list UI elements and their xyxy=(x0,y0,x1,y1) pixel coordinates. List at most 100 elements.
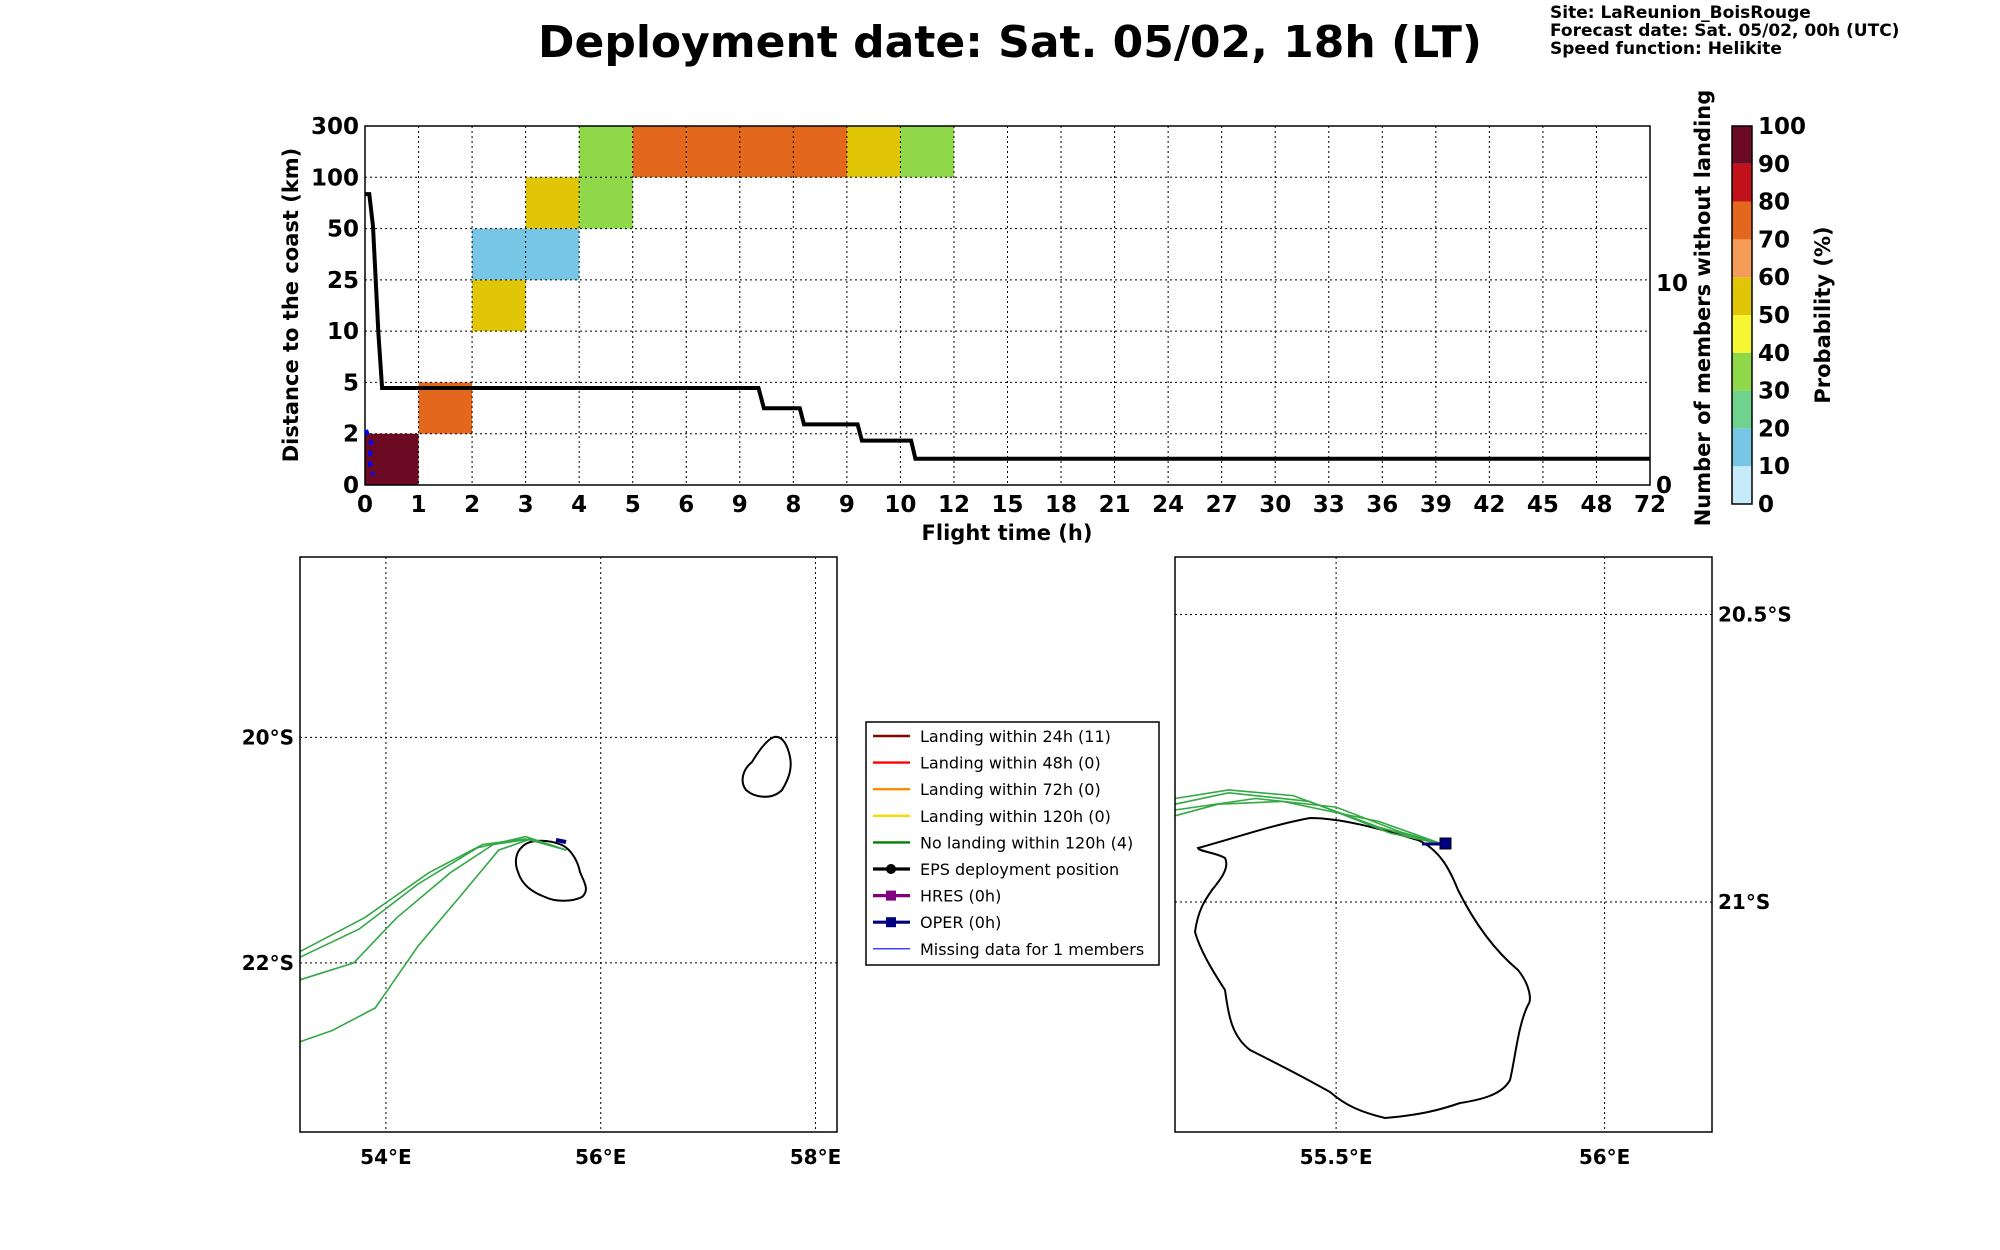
colorbar-swatch xyxy=(1732,390,1752,429)
forecast-date-label: Forecast date: Sat. 05/02, 00h (UTC) xyxy=(1550,21,1899,41)
grid-horizontal xyxy=(365,176,1650,435)
zoom-map-tick-labels: 55.5°E 56°E 20.5°S 21°S xyxy=(1300,603,1792,1170)
missing-data-line xyxy=(364,429,375,476)
reunion-island-outline xyxy=(514,839,587,902)
longitude-label: 58°E xyxy=(790,1145,842,1169)
legend-label: Missing data for 1 members xyxy=(920,940,1144,959)
heatmap-cell xyxy=(632,126,687,178)
heatmap-cell xyxy=(900,126,954,178)
heatmap-cell xyxy=(525,228,580,280)
y-tick-label: 0 xyxy=(343,473,359,499)
y-tick-label: 5 xyxy=(343,370,359,396)
legend-item: Landing within 72h (0) xyxy=(873,780,1101,799)
legend-label: Landing within 48h (0) xyxy=(920,754,1101,773)
longitude-label: 56°E xyxy=(1579,1145,1631,1169)
chart-title: Deployment date: Sat. 05/02, 18h (LT) xyxy=(538,17,1482,68)
heatmap-cell xyxy=(472,228,526,280)
y-axis-label: Distance to the coast (km) xyxy=(279,148,303,463)
legend-item: HRES (0h) xyxy=(873,887,1001,906)
latitude-label: 20.5°S xyxy=(1718,603,1792,627)
colorbar-swatch xyxy=(1732,277,1752,315)
trajectory-line xyxy=(299,838,567,1043)
colorbar-frame xyxy=(1731,125,1753,505)
x-tick-label: 5 xyxy=(625,492,641,518)
x-tick-label: 36 xyxy=(1366,492,1398,518)
trajectory-line xyxy=(299,838,567,953)
longitude-label: 55.5°E xyxy=(1300,1145,1373,1169)
legend-item: Landing within 48h (0) xyxy=(873,754,1101,773)
colorbar-label: Probability (%) xyxy=(1811,226,1835,403)
colorbar-swatch xyxy=(1732,352,1752,391)
latitude-label: 20°S xyxy=(242,725,294,749)
y-tick-label: 2 xyxy=(343,422,359,448)
colorbar-swatch xyxy=(1732,163,1752,202)
heatmap-cell xyxy=(846,126,901,178)
heatmap-cell xyxy=(793,126,847,178)
legend-marker xyxy=(886,864,896,874)
legend-item: No landing within 120h (4) xyxy=(873,833,1133,852)
x-tick-label: 9 xyxy=(732,492,748,518)
zoom-map-trajectories xyxy=(1174,789,1444,846)
colorbar-tick-label: 100 xyxy=(1758,114,1806,140)
regional-map-grid xyxy=(300,557,837,1132)
heatmap-cell xyxy=(365,433,419,485)
heatmap-cell xyxy=(579,177,633,229)
legend-label: EPS deployment position xyxy=(920,860,1119,879)
colorbar-tick-label: 80 xyxy=(1758,190,1790,216)
regional-map-trajectories xyxy=(299,835,567,1043)
y-tick-label: 300 xyxy=(311,114,359,140)
legend-item: OPER (0h) xyxy=(873,913,1001,932)
legend-marker xyxy=(886,890,896,901)
trajectory-line xyxy=(1174,791,1444,846)
x-tick-label: 30 xyxy=(1259,492,1291,518)
zoom-map-grid xyxy=(1175,557,1712,1132)
x-tick-label: 45 xyxy=(1527,492,1559,518)
y-tick-label: 25 xyxy=(327,268,359,294)
x-tick-label: 33 xyxy=(1313,492,1345,518)
legend: Landing within 24h (11) Landing within 48… xyxy=(865,721,1160,966)
x-tick-label: 15 xyxy=(991,492,1023,518)
oper-track-regional xyxy=(555,838,567,844)
plot-frame xyxy=(364,125,1651,486)
legend-label: No landing within 120h (4) xyxy=(920,833,1133,852)
heatmap-cell xyxy=(472,279,526,332)
colorbar-tick-label: 30 xyxy=(1758,379,1790,405)
x-tick-label: 39 xyxy=(1420,492,1452,518)
legend-label: Landing within 24h (11) xyxy=(920,727,1111,746)
site-label: Site: LaReunion_BoisRouge xyxy=(1550,3,1811,23)
x-tick-label: 10 xyxy=(884,492,916,518)
regional-map: 54°E 56°E 58°E 20°S 22°S xyxy=(242,556,842,1169)
y-tick-label: 50 xyxy=(327,217,359,243)
colorbar-tick-label: 70 xyxy=(1758,227,1790,253)
x-tick-labels: 0 1 2 3 4 5 6 9 8 9 10 12 15 18 21 24 27 30 33 36 39 42 45 48 72 xyxy=(357,492,1666,518)
colorbar-swatch xyxy=(1732,239,1752,278)
x-axis-label: Flight time (h) xyxy=(922,521,1093,545)
latitude-label: 22°S xyxy=(242,951,294,975)
x-tick-label: 21 xyxy=(1099,492,1131,518)
legend-label: Landing within 72h (0) xyxy=(920,780,1101,799)
mauritius-island-outline xyxy=(741,735,792,798)
colorbar-swatch xyxy=(1732,466,1752,504)
reunion-island-zoom-outline xyxy=(1193,816,1531,1120)
x-tick-label: 24 xyxy=(1152,492,1184,518)
x-tick-label: 3 xyxy=(518,492,534,518)
probability-chart: 0 1 2 3 4 5 6 9 8 9 10 12 15 18 21 24 27 30 33 36 39 42 45 48 72… xyxy=(279,90,1715,545)
x-tick-label: 6 xyxy=(678,492,694,518)
legend-label: OPER (0h) xyxy=(920,913,1001,932)
legend-frame xyxy=(865,721,1160,966)
y2-tick-label: 0 xyxy=(1656,473,1672,499)
regional-map-frame xyxy=(299,556,838,1133)
trajectory-line xyxy=(299,838,567,981)
colorbar-swatch xyxy=(1732,315,1752,353)
trajectory-line xyxy=(1174,789,1444,846)
trajectory-line xyxy=(299,835,567,958)
x-tick-label: 9 xyxy=(839,492,855,518)
legend-label: Landing within 120h (0) xyxy=(920,807,1111,826)
colorbar-tick-label: 50 xyxy=(1758,303,1790,329)
y-tick-label: 10 xyxy=(327,319,359,345)
legend-item: Landing within 24h (11) xyxy=(873,727,1111,746)
legend-label: HRES (0h) xyxy=(920,887,1001,906)
colorbar-tick-label: 90 xyxy=(1758,152,1790,178)
